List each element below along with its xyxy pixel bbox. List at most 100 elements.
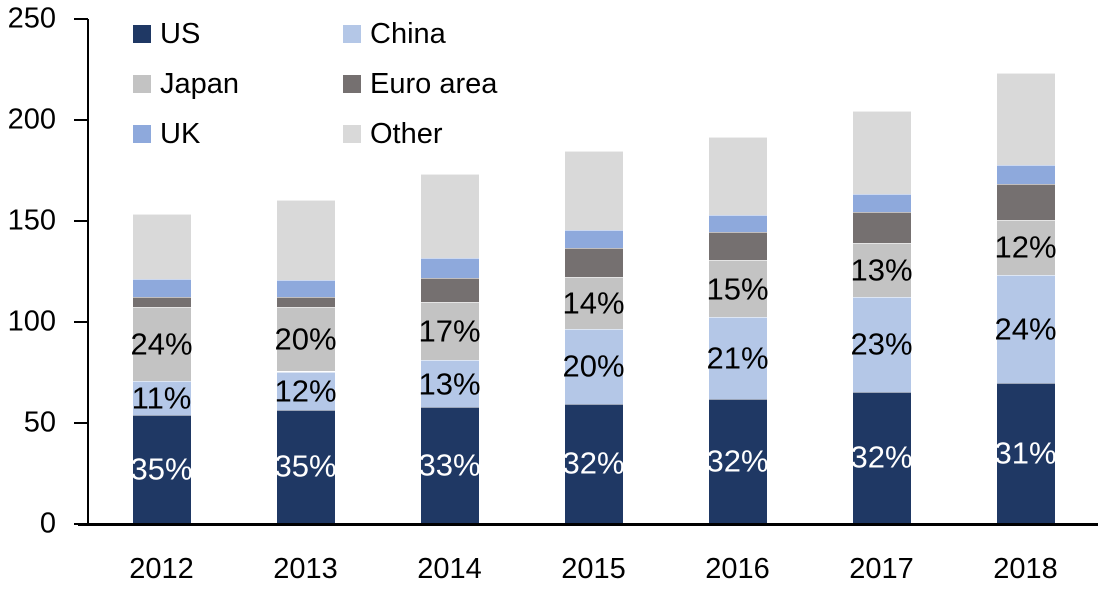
bar-segment-euro-area-2016: [708, 232, 767, 261]
legend-item-uk: UK: [133, 117, 343, 150]
y-tick-label-100: 100: [7, 305, 56, 338]
y-tick-mark-250: [74, 18, 88, 20]
y-tick-mark-100: [74, 321, 88, 323]
bar-value-label-us-2015: 32%: [562, 445, 625, 481]
bar-segment-other-2015: [564, 151, 623, 231]
bar-segment-other-2013: [276, 199, 335, 280]
bar-segment-uk-2012: [132, 278, 191, 297]
bar-segment-other-2012: [132, 213, 191, 279]
bar-value-label-us-2013: 35%: [274, 448, 337, 484]
legend-swatch-us-icon: [133, 25, 151, 43]
bar-segment-china-2012: 11%: [132, 380, 191, 415]
bar-segment-japan-2013: 20%: [274, 306, 337, 372]
legend-label-china: China: [370, 17, 446, 50]
legend-swatch-other-icon: [343, 125, 361, 143]
bar-value-label-japan-2015: 14%: [562, 285, 625, 321]
bar-segment-japan-2014: 17%: [418, 301, 481, 361]
legend-item-china: China: [343, 17, 497, 50]
bar-segment-japan-2015: 14%: [562, 276, 625, 330]
y-tick-label-150: 150: [7, 204, 56, 237]
legend-item-euro-area: Euro area: [343, 67, 498, 100]
bar-segment-china-2016: 21%: [706, 316, 769, 399]
legend-label-euro-area: Euro area: [370, 67, 498, 100]
bar-segment-japan-2012: 24%: [130, 306, 193, 381]
bar-value-label-china-2016: 21%: [706, 340, 769, 376]
x-tick-label-2015: 2015: [561, 553, 626, 585]
bar-value-label-us-2012: 35%: [130, 451, 193, 487]
bar-value-label-japan-2013: 20%: [274, 321, 337, 357]
bar-segment-japan-2017: 13%: [850, 243, 913, 297]
bar-segment-uk-2018: [996, 165, 1055, 184]
bar-segment-japan-2016: 15%: [706, 260, 769, 317]
bar-value-label-china-2018: 24%: [994, 311, 1057, 347]
legend-swatch-china-icon: [343, 25, 361, 43]
legend-swatch-euro-area-icon: [343, 75, 361, 93]
bar-segment-us-2017: 32%: [850, 391, 913, 523]
bar-value-label-us-2016: 32%: [706, 443, 769, 479]
bar-segment-china-2015: 20%: [562, 329, 625, 404]
bar-segment-uk-2017: [852, 193, 911, 212]
x-tick-label-2018: 2018: [993, 553, 1058, 585]
bar-segment-japan-2018: 12%: [994, 220, 1057, 275]
y-tick-label-0: 0: [39, 507, 56, 540]
legend-item-other: Other: [343, 117, 497, 150]
bar-value-label-us-2018: 31%: [994, 435, 1057, 471]
x-tick-label-2017: 2017: [849, 553, 914, 585]
legend-swatch-japan-icon: [133, 75, 151, 93]
bar-segment-euro-area-2015: [564, 248, 623, 277]
x-tick-label-2014: 2014: [417, 553, 482, 585]
legend-swatch-uk-icon: [133, 125, 151, 143]
bar-value-label-us-2014: 33%: [418, 447, 481, 483]
bar-value-label-china-2015: 20%: [562, 348, 625, 384]
bar-segment-uk-2015: [564, 230, 623, 249]
bar-segment-china-2018: 24%: [994, 274, 1057, 383]
bar-value-label-china-2014: 13%: [418, 366, 481, 402]
y-tick-label-50: 50: [23, 406, 56, 439]
legend-item-japan: Japan: [133, 67, 343, 100]
bar-segment-euro-area-2012: [132, 296, 191, 307]
x-tick-label-2016: 2016: [705, 553, 770, 585]
legend-label-other: Other: [370, 117, 443, 150]
y-tick-mark-200: [74, 119, 88, 121]
bar-segment-china-2017: 23%: [850, 296, 913, 392]
bar-segment-other-2017: [852, 110, 911, 194]
bar-segment-us-2012: 35%: [130, 414, 193, 523]
x-tick-label-2013: 2013: [273, 553, 338, 585]
bar-value-label-japan-2016: 15%: [706, 271, 769, 307]
bar-value-label-japan-2017: 13%: [850, 252, 913, 288]
bar-value-label-japan-2012: 24%: [130, 326, 193, 362]
bar-value-label-china-2012: 11%: [131, 380, 192, 416]
bar-segment-euro-area-2014: [420, 277, 479, 302]
bar-segment-other-2018: [996, 72, 1055, 166]
bar-segment-us-2014: 33%: [418, 406, 481, 523]
bar-segment-china-2013: 12%: [274, 371, 337, 410]
bar-segment-us-2013: 35%: [274, 409, 337, 523]
bar-segment-us-2018: 31%: [994, 382, 1057, 523]
bar-value-label-japan-2018: 12%: [994, 229, 1057, 265]
legend-label-us: US: [160, 17, 201, 50]
legend-label-japan: Japan: [160, 67, 240, 100]
legend-label-uk: UK: [160, 117, 201, 150]
bar-segment-uk-2013: [276, 279, 335, 297]
bar-segment-other-2014: [420, 173, 479, 259]
bar-segment-us-2015: 32%: [562, 403, 625, 523]
bar-segment-uk-2014: [420, 258, 479, 278]
y-tick-label-200: 200: [7, 103, 56, 136]
legend-item-us: US: [133, 17, 343, 50]
bar-segment-other-2016: [708, 137, 767, 215]
bar-segment-euro-area-2017: [852, 211, 911, 244]
y-tick-mark-50: [74, 422, 88, 424]
bar-value-label-china-2017: 23%: [850, 326, 913, 362]
x-axis-line: [78, 523, 1098, 526]
bar-value-label-japan-2014: 17%: [418, 313, 481, 349]
x-tick-label-2012: 2012: [129, 553, 194, 585]
bar-segment-us-2016: 32%: [706, 398, 769, 523]
bar-value-label-china-2013: 12%: [274, 373, 337, 409]
bar-segment-euro-area-2013: [276, 296, 335, 307]
bar-segment-uk-2016: [708, 214, 767, 233]
bar-segment-china-2014: 13%: [418, 360, 481, 407]
y-axis-line: [87, 19, 89, 524]
bar-value-label-us-2017: 32%: [850, 439, 913, 475]
y-tick-mark-150: [74, 220, 88, 222]
